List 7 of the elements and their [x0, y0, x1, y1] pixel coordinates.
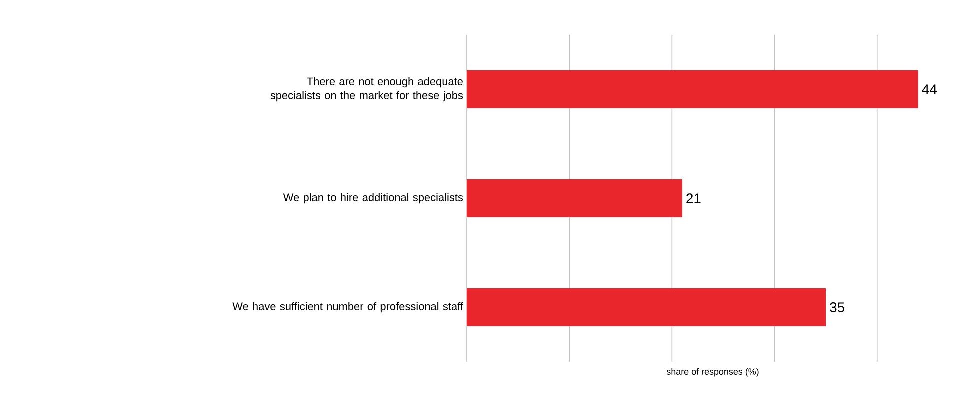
x-axis-title: share of responses (%) [666, 368, 759, 377]
data-label: 21 [686, 194, 701, 204]
data-label: 35 [830, 302, 845, 312]
y-tick-label: There are not enough adequate specialists on the market for these jobs [270, 77, 464, 102]
data-label: 44 [922, 84, 938, 94]
y-tick-label: We have sufficient number of professional staff [232, 302, 464, 313]
y-tick-label: We plan to hire additional specialists [283, 193, 464, 204]
